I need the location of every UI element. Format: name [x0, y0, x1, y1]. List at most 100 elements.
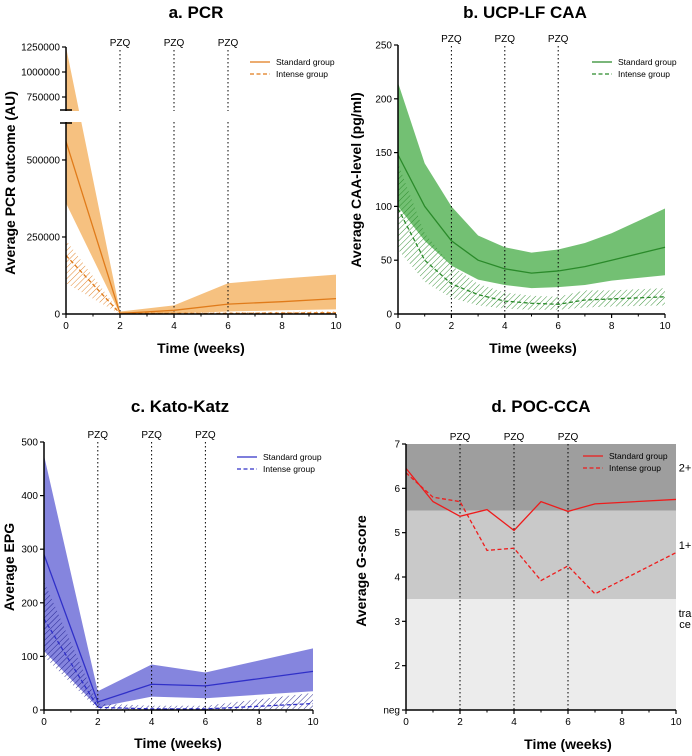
y-tick-label: 2: [394, 661, 400, 672]
pzq-label: PZQ: [164, 38, 185, 49]
y-tick-label: 0: [54, 310, 60, 321]
series-intense-line: [65, 255, 337, 315]
y-tick-label: 7: [394, 440, 400, 451]
pzq-label: PZQ: [548, 34, 569, 45]
x-tick-label: 8: [256, 717, 262, 728]
y-tick-label: 300: [21, 545, 38, 556]
band-label: ce: [679, 619, 691, 631]
panel-caa: b. UCP-LF CAA Average CAA-level (pg/ml) …: [348, 3, 677, 356]
series-standard-line: [397, 154, 666, 274]
pzq-label: PZQ: [450, 432, 471, 443]
y-tick-label: neg: [383, 706, 400, 717]
x-tick-label: 4: [511, 717, 517, 728]
ci-band-intense: [44, 581, 313, 710]
x-tick-label: 8: [279, 321, 285, 332]
score-band: [406, 444, 676, 511]
legend-label: Standard group: [276, 57, 335, 67]
y-tick-label: 500: [21, 438, 38, 449]
legend-label: Standard group: [618, 57, 677, 67]
x-tick-label: 4: [149, 717, 155, 728]
y-tick-label: 0: [32, 706, 38, 717]
x-tick-label: 10: [659, 321, 671, 332]
y-tick-label: 3: [394, 617, 400, 628]
pzq-label: PZQ: [195, 430, 216, 441]
x-axis-label: Time (weeks): [524, 736, 612, 752]
y-tick-label: 250: [375, 41, 392, 52]
ci-band-standard: [44, 455, 313, 708]
x-axis-label: Time (weeks): [157, 340, 245, 356]
y-tick-label: 50: [381, 256, 393, 267]
pzq-label: PZQ: [495, 34, 516, 45]
x-tick-label: 2: [449, 321, 455, 332]
y-tick-label: 500000: [27, 155, 61, 166]
series-standard-line: [43, 554, 314, 703]
x-tick-label: 4: [171, 321, 177, 332]
y-tick-label: 750000: [27, 93, 61, 104]
chart-title: b. UCP-LF CAA: [463, 3, 587, 22]
pzq-label: PZQ: [558, 432, 579, 443]
x-tick-label: 6: [225, 321, 231, 332]
y-tick-label: 0: [386, 310, 392, 321]
x-tick-label: 6: [565, 717, 571, 728]
chart-title: d. POC-CCA: [491, 397, 590, 416]
series-intense-line: [43, 618, 314, 710]
legend-label: Standard group: [263, 452, 322, 462]
x-tick-label: 10: [307, 717, 319, 728]
x-tick-label: 2: [117, 321, 123, 332]
y-tick-label: 100: [21, 652, 38, 663]
x-tick-label: 0: [63, 321, 69, 332]
y-tick-label: 400: [21, 491, 38, 502]
band-label: 1+: [679, 540, 692, 552]
y-tick-label: 1000000: [21, 68, 60, 79]
x-tick-label: 6: [555, 321, 561, 332]
y-tick-label: 5: [394, 528, 400, 539]
ci-band-standard: [398, 82, 665, 289]
y-tick-label: 200: [375, 94, 392, 105]
band-label: tra: [679, 608, 692, 620]
panel-kk: c. Kato-Katz Average EPG Time (weeks) PZ…: [1, 397, 322, 751]
legend-label: Intense group: [263, 464, 315, 474]
series-intense-line: [405, 472, 677, 595]
x-tick-label: 0: [403, 717, 409, 728]
pzq-label: PZQ: [441, 34, 462, 45]
legend-label: Intense group: [618, 69, 670, 79]
x-tick-label: 8: [619, 717, 625, 728]
x-axis-label: Time (weeks): [489, 340, 577, 356]
x-tick-label: 8: [609, 321, 615, 332]
legend-label: Intense group: [609, 463, 661, 473]
y-tick-label: 6: [394, 484, 400, 495]
ci-band-intense: [398, 163, 665, 310]
x-tick-label: 10: [670, 717, 682, 728]
pzq-label: PZQ: [110, 38, 131, 49]
band-label: 2+: [679, 462, 692, 474]
y-axis-label: Average PCR outcome (AU): [2, 91, 18, 275]
y-tick-label: 100: [375, 202, 392, 213]
ci-band-standard: [66, 47, 336, 314]
legend-label: Intense group: [276, 69, 328, 79]
pzq-label: PZQ: [141, 430, 162, 441]
y-axis-label: Average CAA-level (pg/ml): [348, 92, 364, 267]
chart-title: c. Kato-Katz: [131, 397, 229, 416]
x-tick-label: 4: [502, 321, 508, 332]
score-band: [406, 510, 676, 600]
score-band: [406, 599, 676, 710]
y-tick-label: 4: [394, 573, 400, 584]
y-axis-label: Average G-score: [353, 515, 369, 627]
axis-break-gap: [55, 111, 340, 122]
pzq-label: PZQ: [504, 432, 525, 443]
y-tick-label: 250000: [27, 232, 61, 243]
x-tick-label: 10: [330, 321, 342, 332]
x-tick-label: 6: [203, 717, 209, 728]
x-tick-label: 2: [457, 717, 463, 728]
x-axis-label: Time (weeks): [134, 735, 222, 751]
pzq-label: PZQ: [88, 430, 109, 441]
panel-pcr: a. PCR Average PCR outcome (AU) Time (we…: [2, 3, 342, 356]
y-tick-label: 200: [21, 598, 38, 609]
chart-title: a. PCR: [169, 3, 224, 22]
x-tick-label: 2: [95, 717, 101, 728]
x-tick-label: 0: [41, 717, 47, 728]
series-standard-line: [405, 467, 677, 532]
y-axis-label: Average EPG: [1, 523, 17, 611]
series-standard-line: [65, 141, 337, 315]
